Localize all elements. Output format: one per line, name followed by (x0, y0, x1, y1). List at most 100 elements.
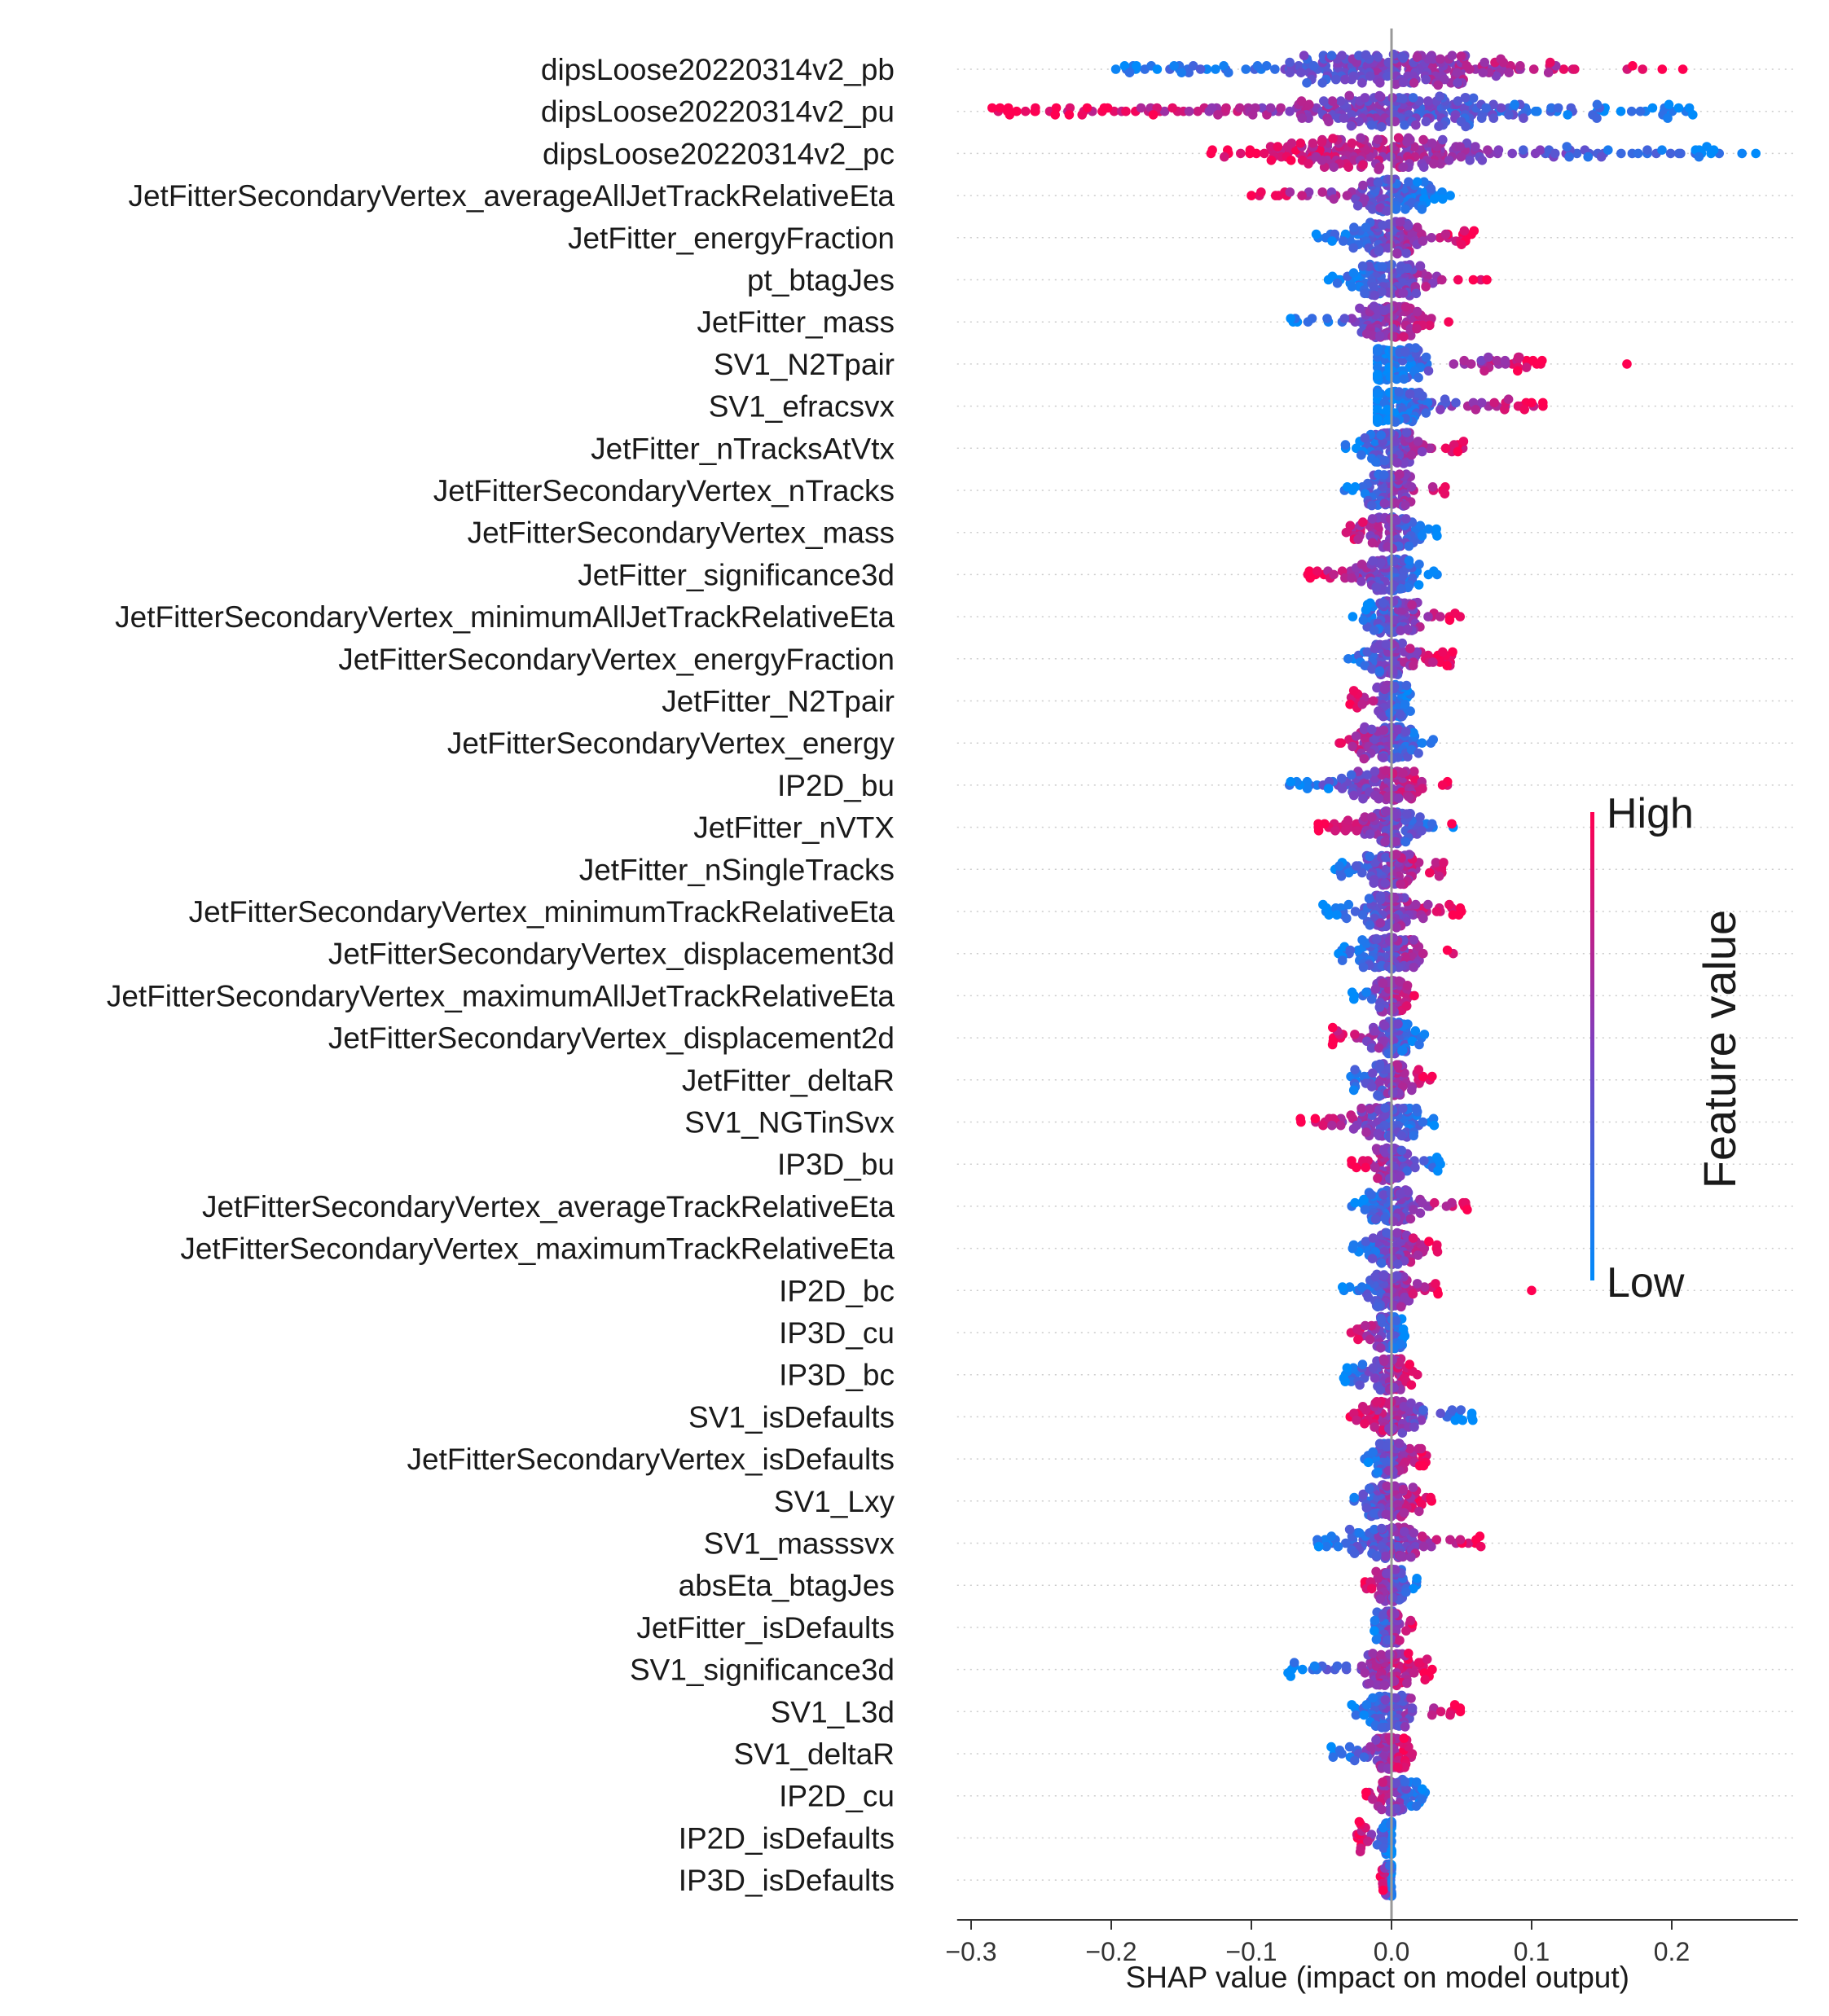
shap-point (1444, 317, 1453, 327)
shap-point (1476, 397, 1487, 408)
shap-point (1400, 500, 1410, 511)
shap-point (1421, 408, 1431, 418)
shap-point (1405, 389, 1415, 399)
shap-point (1583, 152, 1593, 162)
shap-point (1391, 79, 1401, 90)
shap-point (1377, 122, 1387, 132)
shap-point (1417, 1531, 1427, 1541)
feature-label: JetFitter_energyFraction (568, 222, 895, 255)
shap-point (1396, 626, 1405, 635)
shap-point (1418, 1117, 1428, 1127)
shap-point (1368, 1649, 1378, 1658)
shap-point (1414, 1065, 1424, 1074)
shap-point (1391, 1693, 1400, 1703)
shap-point (1371, 1566, 1381, 1577)
shap-point (1360, 1205, 1370, 1214)
shap-point (1398, 768, 1408, 778)
shap-point (1333, 1541, 1343, 1552)
shap-point (1396, 1145, 1407, 1156)
shap-point (1570, 64, 1580, 74)
shap-point (1136, 103, 1146, 113)
shap-point (1378, 598, 1388, 608)
shap-point (1378, 1777, 1387, 1787)
shap-point (1409, 766, 1419, 776)
shap-point (1188, 61, 1198, 71)
colorbar-high-label: High (1607, 790, 1694, 837)
shap-point (1429, 1197, 1440, 1208)
shap-point (1378, 220, 1387, 231)
shap-point (1442, 945, 1453, 955)
shap-point (1367, 812, 1377, 822)
shap-point (1361, 987, 1371, 997)
shap-point (1408, 93, 1418, 103)
shap-point (1381, 1509, 1392, 1519)
shap-point (1286, 138, 1297, 148)
shap-point (1343, 867, 1354, 878)
shap-point (1410, 899, 1421, 910)
shap-point (1375, 918, 1386, 928)
shap-point (1361, 1127, 1371, 1137)
feature-label: SV1_masssvx (704, 1527, 895, 1561)
shap-point (1331, 74, 1341, 85)
shap-point (1483, 145, 1493, 155)
feature-label: SV1_deltaR (734, 1737, 895, 1771)
shap-point (1374, 1002, 1385, 1012)
shap-point (1431, 858, 1441, 867)
feature-label: absEta_btagJes (679, 1569, 895, 1602)
shap-point (1448, 647, 1457, 657)
shap-point (1382, 1481, 1392, 1491)
shap-point (1411, 120, 1421, 130)
shap-point (1211, 64, 1220, 74)
shap-point (1360, 1668, 1370, 1678)
shap-point (1404, 556, 1414, 565)
shap-point (1402, 1186, 1413, 1196)
shap-point (1415, 261, 1425, 271)
shap-point (1431, 524, 1441, 534)
shap-point (1376, 430, 1386, 440)
shap-point (1368, 1363, 1378, 1373)
shap-point (1349, 222, 1359, 233)
shap-point (1341, 1661, 1352, 1671)
shap-point (1387, 1592, 1398, 1603)
shap-point (1414, 1658, 1424, 1667)
shap-point (1361, 1236, 1371, 1246)
shap-point (1420, 1675, 1430, 1684)
feature-label: JetFitterSecondaryVertex_minimumTrackRel… (189, 895, 895, 929)
shap-point (1412, 177, 1422, 187)
feature-label: JetFitter_deltaR (682, 1064, 895, 1097)
shap-point (1246, 191, 1256, 200)
shap-point (1395, 469, 1405, 479)
shap-point (1362, 770, 1373, 780)
shap-point (1399, 1402, 1409, 1412)
shap-point (1415, 520, 1426, 531)
shap-point (1327, 1120, 1337, 1131)
shap-point (1341, 1538, 1351, 1548)
feature-label: JetFitterSecondaryVertex_maximumTrackRel… (180, 1232, 895, 1266)
shap-point (1124, 68, 1135, 77)
shap-point (1396, 879, 1405, 889)
shap-point (1219, 61, 1229, 71)
x-axis: −0.3 −0.2 −0.1 0.0 0.1 0.2 (945, 1919, 1798, 1966)
shap-point (1365, 1334, 1375, 1345)
shap-point (1403, 221, 1414, 231)
shap-point (1379, 684, 1390, 695)
shap-point (1363, 1457, 1374, 1468)
shap-point (1498, 57, 1509, 68)
shap-point (1459, 226, 1470, 236)
shap-point (1383, 792, 1393, 802)
shap-point (1302, 78, 1312, 88)
shap-point (1385, 1649, 1395, 1659)
shap-point (1418, 1071, 1428, 1082)
shap-point (1342, 191, 1352, 200)
shap-point (1354, 1816, 1365, 1827)
shap-point (1372, 683, 1382, 693)
shap-point (1332, 278, 1343, 288)
shap-point (1503, 394, 1514, 405)
shap-point (1440, 394, 1450, 405)
shap-point (1339, 113, 1349, 123)
shap-point (1665, 148, 1676, 159)
shap-point (1350, 1197, 1360, 1208)
shap-point (1381, 639, 1392, 649)
shap-point (1121, 106, 1131, 116)
